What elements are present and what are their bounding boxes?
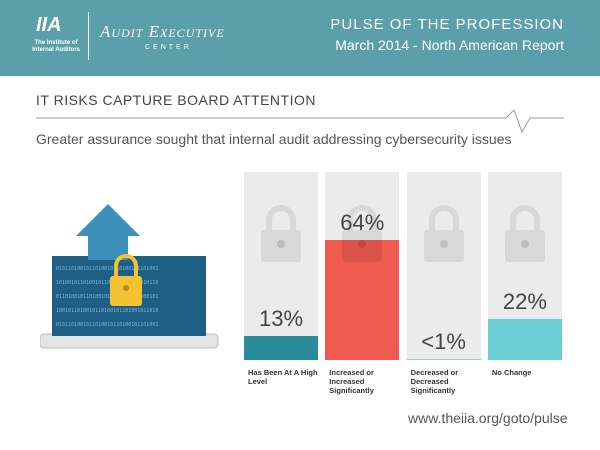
category-label: Increased or Increased Significantly [329,368,374,395]
divider [88,12,89,60]
report-title: March 2014 - North American Report [335,37,564,53]
column-bg [406,172,481,360]
bar [487,318,562,360]
divider-line [36,110,564,134]
svg-text:010110100101101001011010010110: 0101101001011010010110100101101001 [56,266,158,272]
svg-text:010110100101101001011010010110: 0101101001011010010110100101101001 [56,322,158,328]
value-label: 13% [258,305,304,331]
footer-url: www.theiia.org/goto/pulse [408,410,568,426]
padlock [503,204,547,264]
category-label: No Change [491,368,532,377]
chart-title: IT RISKS CAPTURE BOARD ATTENTION [36,92,316,108]
column-bg [244,172,318,360]
category-label: Has Been At A High Level [248,368,318,386]
padlock [340,204,384,264]
bar [406,359,481,361]
pulse-title: PULSE OF THE PROFESSION [330,16,564,33]
category-label: Decreased or Decreased Significantly [410,368,459,395]
svg-text:100101101001011010010110100101: 1001011010010110100101101001011010 [56,308,158,314]
value-label: <1% [421,329,466,355]
value-label: 64% [340,209,385,235]
bar [325,239,400,360]
value-label: 22% [502,288,547,314]
center-name: Audit Executive [100,22,225,41]
laptop-illustration: 0101101001011010010110100101101001 10100… [40,204,219,349]
padlock [259,204,303,264]
logo-mark: IIA [36,14,62,36]
center-sub: CENTER [145,44,192,51]
header-band [0,0,600,76]
svg-text:011010010110100101101001011010: 0110100101101001011010010110100101 [56,294,158,300]
bar [244,335,318,360]
org-name: The Institute of Internal Auditors [32,40,80,53]
chart-subtitle: Greater assurance sought that internal a… [36,131,512,147]
svg-text:101001011010010110100101101001: 1010010110100101101001011010010110 [56,280,158,286]
padlock [422,204,466,264]
